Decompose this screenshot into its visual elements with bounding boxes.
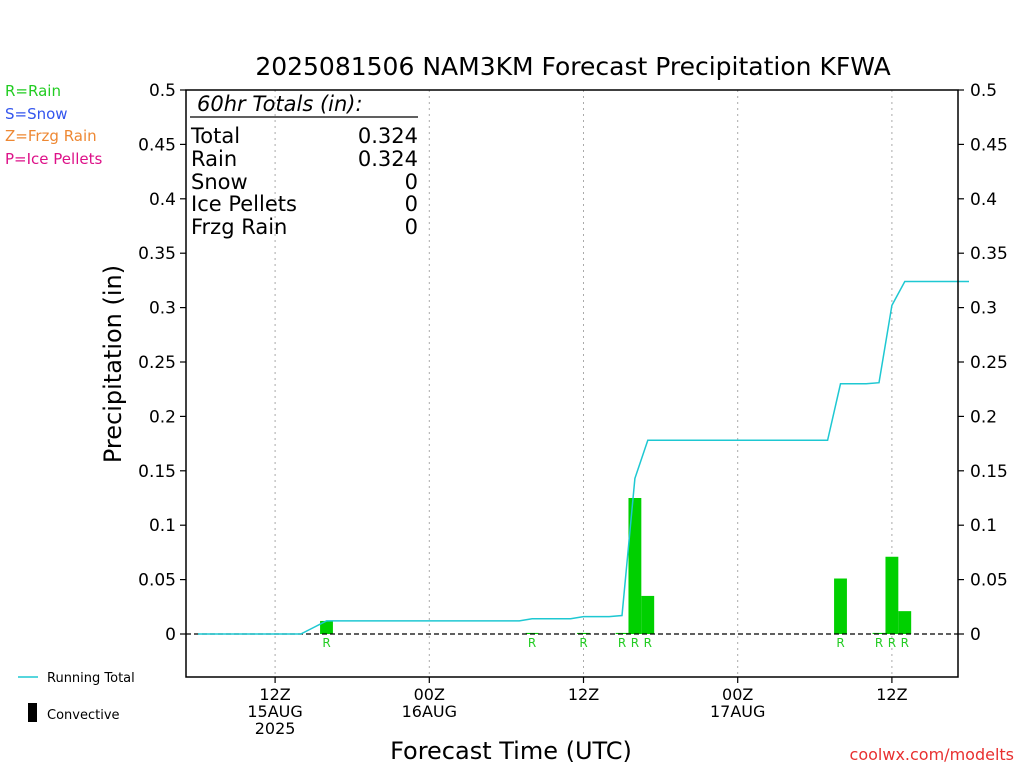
x-tick-label-1-1: 00Z xyxy=(414,685,445,704)
legend-convective-swatch xyxy=(28,703,37,722)
y-tick-label-right-9: 0.45 xyxy=(970,135,1008,155)
y-tick-label-right-8: 0.4 xyxy=(970,190,997,210)
precip-bar-7 xyxy=(872,632,886,634)
x-tick-label-0-2: 15AUG xyxy=(247,702,302,721)
type-legend: R=Rain S=Snow Z=Frzg Rain P=Ice Pellets xyxy=(5,82,102,168)
credit-text: coolwx.com/modelts xyxy=(850,745,1014,764)
y-tick-label-left-3: 0.15 xyxy=(138,462,176,482)
y-tick-label-right-4: 0.2 xyxy=(970,407,997,427)
x-tick-label-2-1: 12Z xyxy=(568,685,599,704)
x-axis-label: Forecast Time (UTC) xyxy=(390,737,632,765)
type-legend-snow: S=Snow xyxy=(5,105,68,123)
legend-convective-label: Convective xyxy=(47,708,120,723)
bar-type-label-8: R xyxy=(888,636,896,650)
y-axis-right: 0 0.05 0.1 0.15 0.2 0.25 0.3 0.35 0.4 0.45 0.5 xyxy=(958,81,1008,645)
bar-type-label-0: R xyxy=(322,636,330,650)
y-tick-label-left-2: 0.1 xyxy=(149,516,176,536)
y-axis-left: 0 0.05 0.1 0.15 0.2 0.25 0.3 0.35 0.4 0.45 0.5 xyxy=(138,81,186,645)
y-tick-label-right-10: 0.5 xyxy=(970,81,997,101)
bar-type-label-6: R xyxy=(836,636,844,650)
precip-bar-6 xyxy=(834,578,847,634)
totals-frzg-value: 0 xyxy=(405,215,418,239)
x-tick-label-0-1: 12Z xyxy=(259,685,290,704)
y-tick-label-right-0: 0 xyxy=(970,625,981,645)
type-legend-frzg: Z=Frzg Rain xyxy=(5,127,97,145)
totals-total-value: 0.324 xyxy=(358,124,418,148)
totals-pellets-value: 0 xyxy=(405,192,418,216)
grid-lines xyxy=(274,90,893,677)
y-tick-label-right-1: 0.05 xyxy=(970,571,1008,591)
totals-rain-label: Rain xyxy=(191,147,237,171)
y-tick-label-left-7: 0.35 xyxy=(138,244,176,264)
y-tick-label-left-1: 0.05 xyxy=(138,571,176,591)
precip-bar-8 xyxy=(885,556,899,634)
y-tick-label-left-6: 0.3 xyxy=(149,299,176,319)
y-tick-label-left-0: 0 xyxy=(165,625,176,645)
series-legend: Running Total Convective xyxy=(18,671,135,723)
totals-rain-value: 0.324 xyxy=(358,147,418,171)
totals-snow-value: 0 xyxy=(405,170,418,194)
totals-total-label: Total xyxy=(190,124,240,148)
totals-pellets-label: Ice Pellets xyxy=(191,192,297,216)
bar-type-label-7: R xyxy=(875,636,883,650)
y-tick-label-left-5: 0.25 xyxy=(138,353,176,373)
precip-bars xyxy=(320,498,912,634)
running-total-line xyxy=(198,280,969,635)
x-tick-label-4-1: 12Z xyxy=(876,685,907,704)
precip-bar-5 xyxy=(641,595,655,634)
totals-box: 60hr Totals (in): Total 0.324 Rain 0.324… xyxy=(190,92,418,239)
precip-bar-4 xyxy=(628,498,642,634)
plot-frame xyxy=(185,89,959,678)
y-tick-label-right-3: 0.15 xyxy=(970,462,1008,482)
y-tick-label-right-5: 0.25 xyxy=(970,353,1008,373)
y-tick-label-left-9: 0.45 xyxy=(138,135,176,155)
x-tick-label-3-1: 00Z xyxy=(722,685,753,704)
y-tick-label-left-8: 0.4 xyxy=(149,190,176,210)
chart-title: 2025081506 NAM3KM Forecast Precipitation… xyxy=(255,52,890,81)
precip-bar-2 xyxy=(577,632,590,634)
x-tick-label-3-2: 17AUG xyxy=(710,702,765,721)
type-legend-pellets: P=Ice Pellets xyxy=(5,150,102,168)
totals-frzg-label: Frzg Rain xyxy=(191,215,287,239)
totals-heading: 60hr Totals (in): xyxy=(197,92,363,116)
totals-snow-label: Snow xyxy=(191,170,248,194)
bar-type-label-5: R xyxy=(644,636,652,650)
precip-bar-9 xyxy=(898,611,912,634)
precip-bar-0 xyxy=(320,620,333,634)
y-tick-label-left-4: 0.2 xyxy=(149,407,176,427)
x-tick-label-1-2: 16AUG xyxy=(402,702,457,721)
x-tick-label-0-3: 2025 xyxy=(255,719,296,738)
y-axis-label: Precipitation (in) xyxy=(99,265,127,463)
bar-type-label-9: R xyxy=(901,636,909,650)
bar-type-label-1: R xyxy=(528,636,536,650)
y-tick-label-right-2: 0.1 xyxy=(970,516,997,536)
y-tick-label-left-10: 0.5 xyxy=(149,81,176,101)
bar-type-label-2: R xyxy=(579,636,587,650)
bar-type-label-3: R xyxy=(618,636,626,650)
legend-running-total-label: Running Total xyxy=(47,671,135,686)
y-tick-label-right-6: 0.3 xyxy=(970,299,997,319)
bar-type-label-4: R xyxy=(631,636,639,650)
type-legend-rain: R=Rain xyxy=(5,82,61,100)
y-tick-label-right-7: 0.35 xyxy=(970,244,1008,264)
